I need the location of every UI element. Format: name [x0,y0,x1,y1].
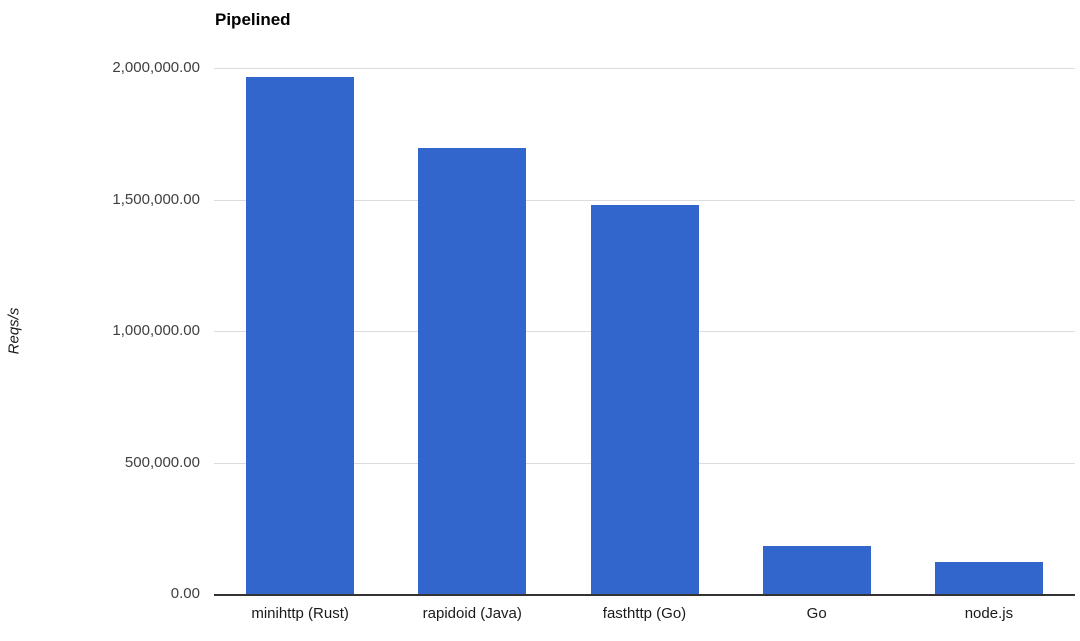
y-tick-label: 0.00 [170,585,200,602]
y-tick-label: 1,500,000.00 [112,190,200,208]
x-category-label: rapidoid (Java) [422,605,522,622]
x-category-label: Go [806,605,827,622]
x-category-label: fasthttp (Go) [602,605,687,622]
gridline [214,68,1075,69]
y-tick-label: 2,000,000.00 [112,59,200,76]
plot-area [214,68,1075,596]
chart-title: Pipelined [215,10,291,29]
bar [762,546,871,594]
x-category-label: node.js [964,605,1014,622]
bar [246,77,355,594]
gridline [214,199,1075,201]
x-category-label: minihttp (Rust) [251,605,349,622]
bar [418,148,527,594]
y-tick-label: 500,000.00 [124,453,200,471]
bar [590,204,699,594]
y-tick-label: 1,000,000.00 [112,322,200,339]
bar [934,561,1043,594]
